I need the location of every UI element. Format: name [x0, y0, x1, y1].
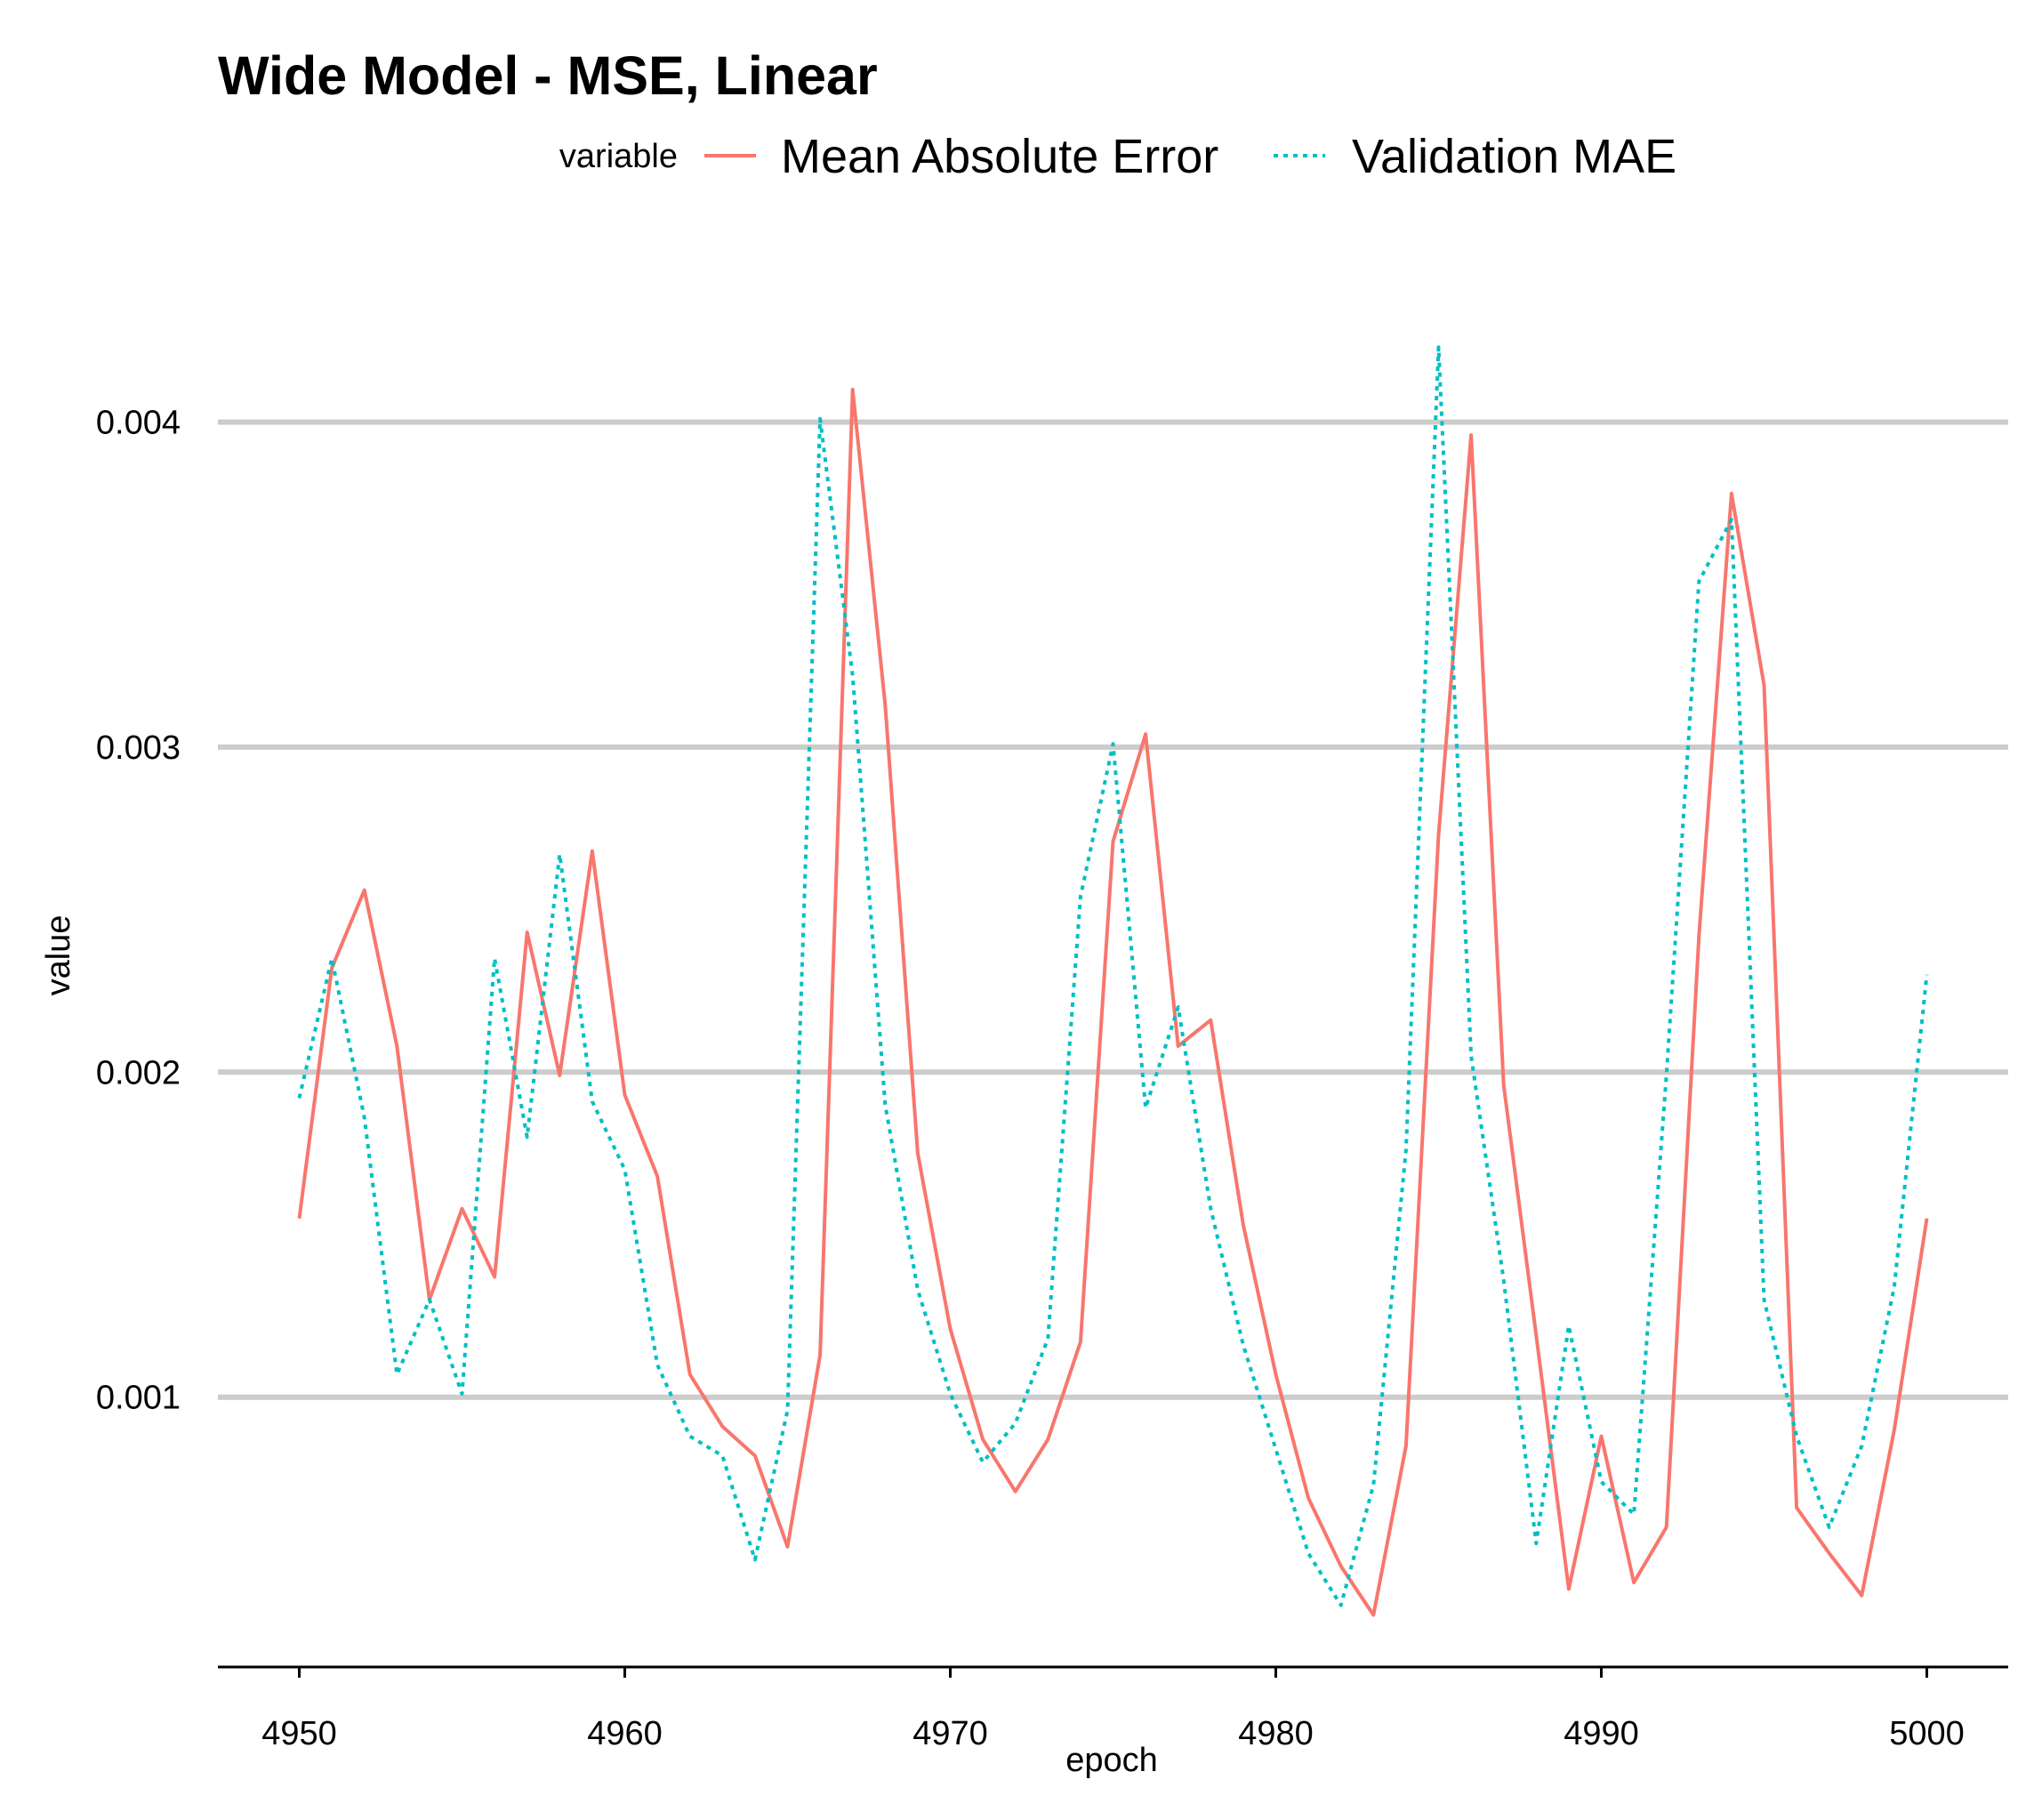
legend-label-mean-absolute-error: Mean Absolute Error [781, 130, 1218, 183]
x-tick-label: 4980 [1238, 1715, 1314, 1752]
x-tick-label: 4950 [261, 1715, 337, 1752]
y-gridlines [218, 419, 2008, 1400]
y-axis-label: value [40, 915, 77, 996]
series-lines [297, 345, 1929, 1617]
x-axis-label: epoch [1065, 1742, 1158, 1779]
legend-label-validation-mae: Validation MAE [1352, 130, 1676, 183]
x-tick-label: 4990 [1564, 1715, 1639, 1752]
legend-title: variable [559, 138, 678, 175]
y-tick-label: 0.001 [96, 1380, 181, 1417]
x-tick-label: 5000 [1889, 1715, 1965, 1752]
y-tick-label: 0.002 [96, 1054, 181, 1091]
x-tick-label: 4960 [587, 1715, 663, 1752]
x-axis-ticks: 4950 4960 4970 4980 4990 5000 [261, 1667, 1965, 1752]
y-axis-tick-labels: 0.001 0.002 0.003 0.004 [96, 404, 181, 1416]
chart-title: Wide Model - MSE, Linear [218, 45, 878, 106]
legend: variable Mean Absolute Error Validation … [559, 130, 1676, 183]
y-tick-label: 0.004 [96, 404, 181, 441]
series-line-mean-absolute-error [297, 387, 1929, 1617]
y-tick-label: 0.003 [96, 729, 181, 767]
x-tick-label: 4970 [912, 1715, 988, 1752]
series-line-validation-mae [297, 345, 1929, 1607]
